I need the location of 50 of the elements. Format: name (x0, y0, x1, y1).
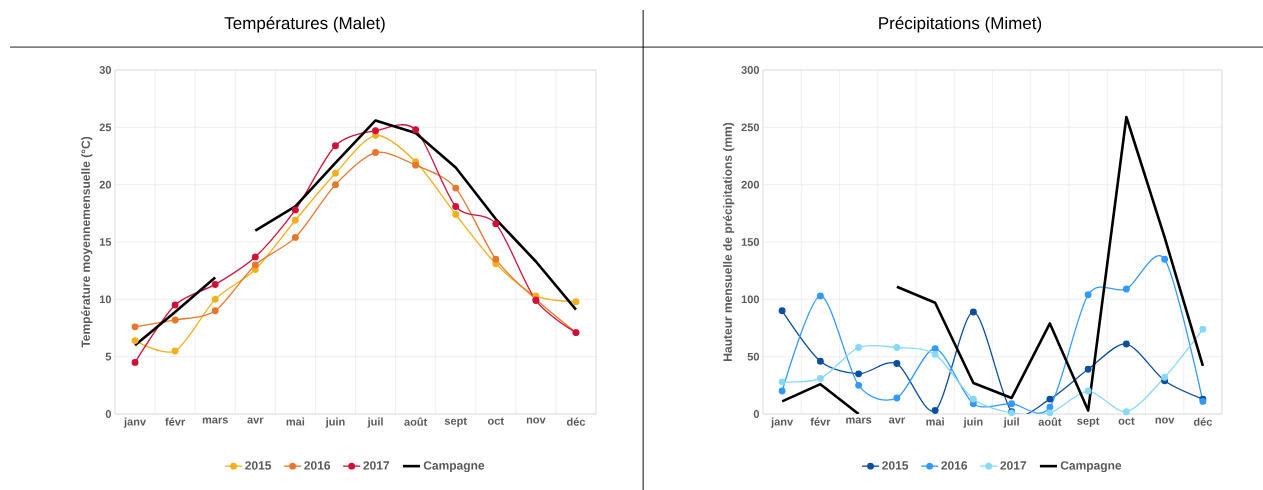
y-axis-title: Température moyennemensuelle (°C) (81, 136, 93, 348)
x-tick-label: janv (123, 417, 146, 428)
x-tick-label: juil (1003, 417, 1019, 428)
y-tick-label: 100 (741, 295, 760, 304)
legend-label: 2015 (245, 461, 272, 470)
legend-label: 2016 (304, 461, 331, 470)
x-tick-label: mars (846, 417, 872, 424)
x-tick-label: avr (247, 417, 264, 424)
y-tick-label: 25 (99, 123, 112, 132)
x-tick-label: août (404, 417, 428, 426)
y-tick-label: 0 (105, 410, 112, 418)
y-axis-title: Hauteur mensuelle de précipitations (mm) (722, 122, 735, 361)
x-tick-label: avr (888, 417, 905, 424)
x-tick-label: juin (325, 417, 345, 428)
x-tick-label: juin (963, 417, 983, 428)
y-tick-label: 250 (741, 123, 760, 132)
y-tick-label: 200 (741, 180, 760, 189)
y-tick-label: 0 (753, 410, 760, 418)
x-tick-label: févr (165, 417, 186, 426)
legend-label: 2017 (363, 461, 390, 470)
x-tick-label: mars (202, 417, 228, 424)
legend-label: 2015 (882, 461, 909, 470)
x-tick-label: déc (1193, 417, 1213, 426)
x-tick-label: janv (770, 417, 794, 428)
x-tick-label: févr (810, 417, 831, 426)
x-tick-label: mai (286, 417, 305, 426)
legend-label: Campagne (423, 461, 485, 473)
y-tick-label: 50 (747, 352, 760, 361)
chart-title: Précipitations (Mimet) (879, 16, 1042, 33)
x-tick-label: sept (444, 417, 467, 427)
x-tick-label: juil (367, 417, 383, 428)
x-tick-label: oct (487, 417, 504, 425)
y-tick-label: 300 (741, 66, 760, 74)
x-tick-label: mai (926, 417, 944, 426)
chart-title: Températures (Malet) (224, 16, 385, 33)
y-tick-label: 10 (99, 295, 112, 304)
legend-label: 2016 (941, 461, 968, 470)
y-tick-label: 150 (741, 238, 760, 246)
y-tick-label: 15 (99, 238, 112, 246)
x-tick-label: sept (1077, 417, 1100, 427)
x-tick-label: déc (566, 417, 586, 426)
x-tick-label: nov (526, 417, 546, 424)
x-tick-label: nov (1155, 417, 1175, 424)
y-tick-label: 20 (99, 180, 112, 189)
x-tick-label: août (1038, 417, 1062, 426)
legend-label: Campagne (1060, 461, 1122, 473)
y-tick-label: 5 (105, 352, 112, 361)
legend-label: 2017 (1000, 461, 1027, 470)
x-tick-label: oct (1118, 417, 1135, 425)
y-tick-label: 30 (99, 66, 112, 74)
